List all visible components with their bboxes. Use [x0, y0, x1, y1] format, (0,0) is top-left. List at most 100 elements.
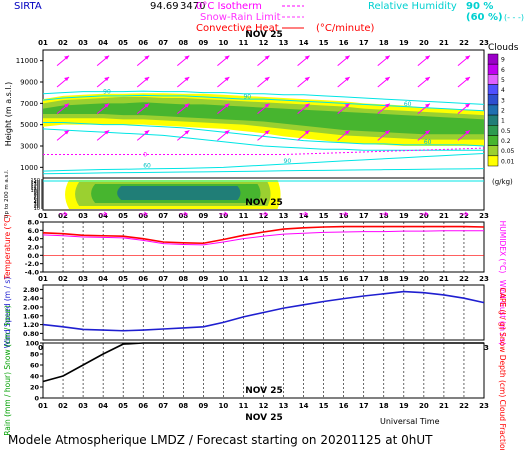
upper-wind-arrow	[377, 55, 391, 67]
rain-panel-y-tick-label-40: 40	[30, 373, 40, 381]
temp-hour-label-16: 16	[339, 275, 349, 283]
upper-wind-arrow	[136, 129, 150, 141]
rh-contour-3	[42, 128, 484, 151]
upper-wind-arrow	[417, 129, 431, 141]
mid-hour-label-09: 09	[198, 212, 208, 220]
upper-wind-arrow-head	[304, 130, 310, 135]
temp-hour-label-19: 19	[399, 275, 409, 283]
rh-contour-label-2: 60	[404, 101, 412, 108]
upper-wind-arrow-head	[344, 103, 350, 108]
temp-hour-label-10: 10	[219, 275, 229, 283]
upper-wind-arrow-head	[464, 77, 470, 81]
station-name: SIRTA	[14, 1, 42, 12]
upper-wind-arrow	[176, 103, 190, 115]
upper-wind-arrow-head	[224, 130, 230, 135]
upper-wind-arrow-head	[464, 130, 470, 135]
temp-hour-label-20: 20	[419, 275, 429, 283]
colorbar-cell-0	[487, 53, 499, 65]
temperature-panel-y2-axis-label: HUMIDEX (°C)	[498, 221, 507, 274]
top-hour-label-10: 10	[219, 39, 229, 47]
upper-wind-arrow	[337, 76, 351, 88]
top-hour-label-03: 03	[78, 39, 88, 47]
lower-y-tick-label-20: 20	[34, 204, 40, 210]
top-date-label: NOV 25	[245, 30, 283, 40]
mid-hour-label-18: 18	[379, 212, 389, 220]
upper-wind-arrow	[217, 55, 230, 67]
upper-wind-arrow-head	[304, 55, 310, 60]
upper-y-tick-label-11000: 11000	[16, 57, 38, 65]
upper-wind-arrow-head	[264, 103, 270, 108]
top-hour-label-08: 08	[178, 39, 188, 47]
legend-rh-dash: (- - -)	[504, 13, 524, 22]
upper-y-tick-label-5000: 5000	[20, 121, 38, 129]
ground-wind-arrow	[339, 211, 348, 217]
temp-hour-label-22: 22	[459, 275, 469, 283]
upper-wind-arrow	[337, 103, 351, 115]
ground-wind-arrow	[59, 211, 68, 217]
mid-hour-label-14: 14	[299, 212, 309, 220]
upper-wind-arrow-head	[384, 103, 390, 108]
upper-wind-arrow-head	[264, 77, 270, 81]
upper-y-tick-label-7000: 7000	[20, 100, 38, 108]
upper-wind-arrow-head	[344, 77, 350, 81]
colorbar-tick-10: 0.01	[501, 158, 515, 165]
legend-snow-rain: Snow-Rain Limit	[200, 12, 281, 23]
temp-hour-label-02: 02	[58, 275, 68, 283]
lower-y-tick-label-100: 100	[30, 188, 40, 194]
bottom-hour-label-12: 12	[259, 402, 269, 410]
lower-y-tick-label-110: 110	[30, 186, 40, 192]
colorbar-cell-2	[487, 74, 499, 85]
upper-wind-arrow	[417, 103, 431, 115]
top-hour-label-09: 09	[198, 39, 208, 47]
colorbar-cell-7	[487, 125, 499, 136]
upper-wind-arrow	[217, 76, 230, 88]
low-cloud-teal	[117, 186, 241, 200]
top-hour-label-14: 14	[299, 39, 309, 47]
upper-wind-arrow	[217, 129, 230, 141]
bottom-hour-label-15: 15	[319, 402, 329, 410]
lower-y-tick-label-120: 120	[30, 184, 40, 190]
upper-wind-arrow	[417, 76, 431, 88]
upper-wind-arrow	[56, 103, 70, 115]
colorbar-tick-3: 4	[501, 87, 505, 94]
legend-swatches	[282, 5, 304, 29]
top-hour-label-18: 18	[379, 39, 389, 47]
mid-hour-label-04: 04	[98, 212, 108, 220]
colorbar-cell-3	[487, 84, 499, 95]
upper-wind-arrow	[257, 129, 270, 141]
rh-contour-0	[42, 90, 485, 105]
upper-wind-arrow-head	[344, 55, 350, 60]
mid-hour-label-16: 16	[339, 212, 349, 220]
colorbar-tick-0: 9	[501, 57, 505, 64]
temperature-panel-y-tick-label--4.0: -4.0	[25, 269, 40, 277]
legend-rh: Relative Humidity	[368, 1, 457, 12]
rain-panel-series-cloud-fraction	[42, 342, 484, 383]
mid-hour-label-15: 15	[319, 212, 329, 220]
mid-hour-label-22: 22	[459, 212, 469, 220]
wind-panel-series-wind-speed	[42, 290, 485, 332]
bottom-hour-label-10: 10	[219, 402, 229, 410]
top-hour-label-19: 19	[399, 39, 409, 47]
lower-y-tick-label-130: 130	[30, 182, 40, 188]
top-hour-label-22: 22	[459, 39, 469, 47]
top-hour-label-01: 01	[38, 39, 48, 47]
upper-wind-arrow	[56, 76, 70, 88]
upper-wind-arrow	[457, 55, 471, 67]
colorbar-cell-10	[487, 155, 499, 167]
upper-wind-arrow	[297, 55, 310, 67]
rh-contour-1	[42, 94, 485, 112]
lower-y-tick-label-10: 10	[34, 206, 40, 212]
upper-wind-arrow-head	[384, 77, 390, 81]
bottom-hour-label-19: 19	[399, 402, 409, 410]
rain-panel-y-tick-label-100: 100	[25, 340, 39, 348]
rain-panel-y-tick-label-0: 0	[34, 395, 39, 403]
mid-hour-label-02: 02	[58, 212, 68, 220]
rain-panel-y-tick-label-80: 80	[30, 351, 40, 359]
temp-hour-label-03: 03	[78, 275, 88, 283]
bottom-hour-label-04: 04	[98, 402, 108, 410]
temp-hour-label-11: 11	[239, 275, 249, 283]
bottom-hour-label-01: 01	[38, 402, 48, 410]
wind-panel-y-tick-label-2.40: 2.40	[23, 295, 40, 303]
top-hour-label-17: 17	[359, 39, 369, 47]
